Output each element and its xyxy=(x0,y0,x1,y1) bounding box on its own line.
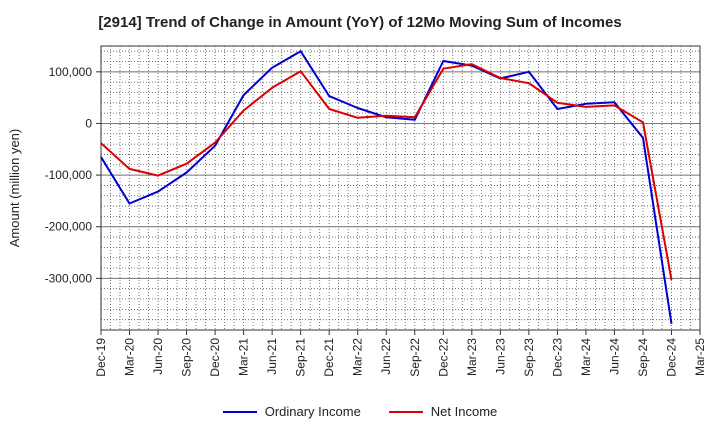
x-tick-label: Sep-22 xyxy=(408,338,422,377)
x-tick-label: Jun-22 xyxy=(379,338,393,375)
x-tick-label: Mar-20 xyxy=(123,338,137,376)
x-tick-label: Jun-21 xyxy=(265,338,279,375)
legend-label: Net Income xyxy=(430,404,498,419)
x-tick-label: Dec-19 xyxy=(94,338,108,377)
x-tick-label: Sep-20 xyxy=(180,338,194,377)
x-tick-label: Sep-21 xyxy=(294,338,308,377)
y-tick-label: -200,000 xyxy=(45,220,93,234)
legend-label: Ordinary Income xyxy=(264,404,361,419)
x-tick-label: Dec-22 xyxy=(436,338,450,377)
x-tick-label: Dec-23 xyxy=(550,338,564,377)
x-tick-label: Mar-23 xyxy=(465,338,479,376)
grid xyxy=(100,46,701,331)
x-tick-label: Dec-24 xyxy=(664,338,678,377)
x-tick-label: Sep-23 xyxy=(522,338,536,377)
x-tick-label: Mar-24 xyxy=(579,338,593,376)
x-tick-label: Mar-25 xyxy=(693,338,707,376)
y-tick-label: -300,000 xyxy=(45,271,93,285)
legend: Ordinary Income Net Income xyxy=(0,404,720,419)
legend-item: Ordinary Income xyxy=(222,404,361,419)
series-line-net-income xyxy=(100,63,673,281)
x-tick-label: Jun-23 xyxy=(493,338,507,375)
chart-title: [2914] Trend of Change in Amount (YoY) o… xyxy=(98,14,622,31)
legend-swatch xyxy=(222,410,257,413)
legend-item: Net Income xyxy=(388,404,498,419)
y-axis-label: Amount (million yen) xyxy=(7,129,22,248)
x-tick-label: Mar-21 xyxy=(237,338,251,376)
x-tick-label: Jun-20 xyxy=(151,338,165,375)
plot-area-frame xyxy=(100,45,701,331)
x-tick-label: Sep-24 xyxy=(636,338,650,377)
x-tick-label: Mar-22 xyxy=(351,338,365,376)
y-tick-label: -100,000 xyxy=(45,168,93,182)
legend-swatch xyxy=(388,410,423,413)
series-lines xyxy=(100,50,673,324)
x-tick-label: Dec-20 xyxy=(208,338,222,377)
x-tick-label: Dec-21 xyxy=(322,338,336,377)
x-tick-label: Jun-24 xyxy=(607,338,621,375)
y-tick-label: 100,000 xyxy=(49,65,93,79)
axes: 100,000 0 -100,000 -200,000 -300,000 Dec-19 Ma… xyxy=(45,45,707,377)
y-tick-label: 0 xyxy=(85,116,92,130)
